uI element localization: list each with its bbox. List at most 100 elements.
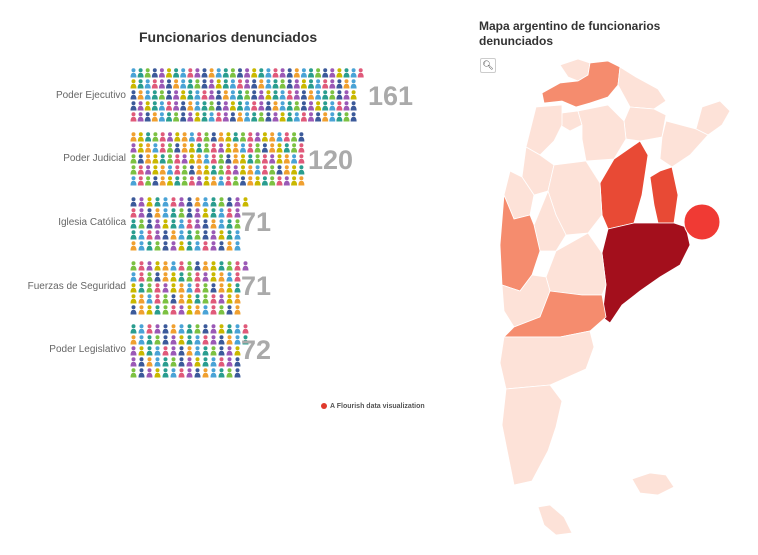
person-icon: [146, 357, 153, 367]
person-icon: [173, 101, 180, 111]
province-mendoza[interactable]: [499, 194, 541, 292]
province-chaco[interactable]: [623, 106, 667, 142]
map-title: Mapa argentino de funcionarios denunciad…: [479, 19, 661, 48]
person-icon: [222, 101, 229, 111]
person-icon: [178, 305, 185, 315]
person-icon: [276, 132, 283, 142]
person-icon: [283, 176, 290, 186]
person-icon: [130, 261, 137, 271]
province-entre-rios[interactable]: [649, 166, 679, 224]
person-icon: [144, 68, 151, 78]
person-icon: [194, 230, 201, 240]
person-icon: [203, 154, 210, 164]
province-santa-cruz[interactable]: [501, 384, 563, 486]
person-icon: [251, 101, 258, 111]
province-santiago-del-estero[interactable]: [577, 104, 627, 162]
person-icon: [218, 197, 225, 207]
province-corrientes[interactable]: [659, 120, 709, 168]
person-icon: [225, 143, 232, 153]
person-icon: [218, 261, 225, 271]
person-icon: [222, 90, 229, 100]
person-icon: [130, 241, 137, 251]
zoom-button[interactable]: 🔍︎: [480, 58, 496, 73]
person-icon: [146, 294, 153, 304]
province-misiones[interactable]: [695, 100, 731, 136]
province-catamarca[interactable]: [525, 104, 563, 156]
person-icon: [286, 112, 293, 122]
person-icon: [178, 324, 185, 334]
person-icon: [138, 357, 145, 367]
search-icon: 🔍︎: [482, 60, 494, 70]
person-icon: [283, 143, 290, 153]
islas-malvinas[interactable]: [631, 472, 675, 496]
person-icon: [237, 101, 243, 111]
person-icon: [130, 230, 137, 240]
person-icon: [138, 208, 145, 218]
person-icon: [170, 241, 177, 251]
person-icon: [229, 68, 236, 78]
flourish-credit[interactable]: A Flourish data visualization: [321, 403, 425, 410]
person-icon: [286, 101, 293, 111]
person-icon: [162, 335, 169, 345]
row-value-iglesia-catolica: 71: [241, 207, 272, 237]
person-icon: [170, 272, 177, 282]
person-icon: [181, 132, 188, 142]
province-buenos-aires[interactable]: [601, 222, 691, 324]
person-icon: [202, 261, 209, 271]
person-icon: [187, 68, 194, 78]
person-icon: [152, 154, 159, 164]
person-icon: [293, 101, 300, 111]
person-icon: [222, 68, 229, 78]
person-icon: [173, 79, 180, 89]
person-icon: [308, 101, 314, 111]
person-icon: [178, 261, 185, 271]
person-icon: [202, 357, 209, 367]
person-icon: [202, 283, 209, 293]
row-value-poder-legislativo: 72: [241, 335, 272, 365]
person-icon: [234, 294, 241, 304]
person-icon: [162, 368, 169, 378]
person-icon: [210, 176, 217, 186]
person-icon: [298, 165, 305, 175]
person-icon: [194, 346, 201, 356]
person-icon: [202, 230, 209, 240]
person-icon: [186, 219, 193, 229]
person-icon: [146, 368, 153, 378]
person-icon: [343, 112, 350, 122]
person-icon: [154, 335, 161, 345]
person-icon: [145, 176, 152, 186]
person-icon: [293, 112, 300, 122]
person-icon: [170, 305, 177, 315]
person-icon: [130, 79, 137, 89]
person-icon: [218, 294, 225, 304]
person-icon: [202, 197, 209, 207]
province-chubut[interactable]: [499, 330, 595, 390]
caba-marker[interactable]: [683, 203, 721, 241]
person-icon: [186, 261, 193, 271]
person-icon: [187, 79, 194, 89]
person-icon: [258, 79, 265, 89]
person-icon: [210, 208, 217, 218]
person-icon: [194, 197, 201, 207]
person-icon: [251, 90, 258, 100]
person-icon: [201, 90, 208, 100]
province-tierra-del-fuego[interactable]: [537, 504, 573, 536]
person-icon: [196, 132, 203, 142]
person-icon: [130, 112, 137, 122]
person-icon: [130, 208, 137, 218]
person-icon: [130, 324, 137, 334]
person-icon: [261, 165, 268, 175]
person-icon: [322, 101, 329, 111]
row-value-fuerzas-de-seguridad: 71: [241, 271, 272, 301]
person-icon: [261, 176, 268, 186]
person-icon: [237, 90, 243, 100]
person-icon: [226, 230, 233, 240]
person-icon: [188, 176, 195, 186]
province-formosa[interactable]: [617, 66, 667, 110]
person-icon: [215, 112, 222, 122]
person-icon: [181, 176, 188, 186]
person-icon: [210, 154, 217, 164]
person-icon: [173, 112, 180, 122]
person-icon: [254, 165, 261, 175]
person-icon: [226, 294, 233, 304]
